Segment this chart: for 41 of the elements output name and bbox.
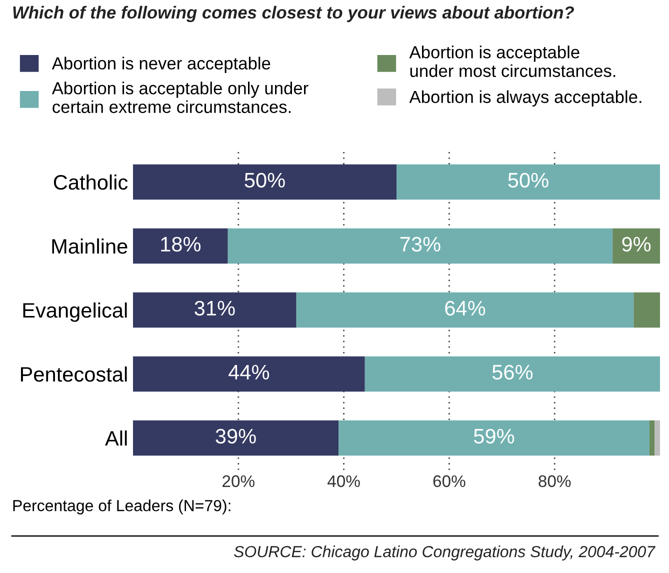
x-tick-label: 20% [222,475,254,488]
data-label: 59% [474,428,514,444]
legend-label: Abortion is always acceptable. [409,90,642,107]
bar [133,228,228,264]
bar [228,228,613,264]
y-tick-label: Mainline [52,238,128,254]
data-label: 73% [400,236,440,252]
bar [634,292,660,328]
data-label: 18% [161,236,201,252]
x-tick-label: 80% [538,475,571,488]
x-tick-label: 60% [433,475,466,488]
legend-label: Abortion is never acceptable [52,56,270,73]
x-tick-label: 40% [328,475,360,488]
x-axis-title: Percentage of Leaders (N=79): [13,500,230,514]
bar [296,292,634,328]
y-tick-label: Evangelical [23,302,127,322]
data-label: 44% [228,364,270,380]
bar [654,420,660,456]
data-label: 56% [492,364,533,380]
data-label: 64% [445,300,486,316]
bar [133,164,396,200]
bar [364,356,660,392]
data-label: 39% [216,428,256,444]
data-label: 50% [508,172,548,188]
chart-title: Which of the following comes closest to your views about abortion? [13,6,574,22]
bar [133,292,296,328]
legend-label: Abortion is acceptable only under certain extreme circumstances. [52,82,308,114]
data-label: 31% [194,300,235,316]
bar [396,164,660,200]
bar [133,356,365,392]
legend-label: Abortion is acceptable under most circumstances. [409,46,616,78]
y-tick-label: Catholic [54,174,128,190]
bar [612,228,660,264]
bar [649,420,655,456]
data-label: 50% [244,172,285,188]
bar [133,420,339,456]
data-label: 9% [622,236,651,252]
y-tick-label: All [105,430,127,446]
source-note: SOURCE: Chicago Latino Congregations Study, 2004-2007 [234,546,656,560]
bar [338,420,650,456]
y-tick-label: Pentecostal [20,366,127,382]
